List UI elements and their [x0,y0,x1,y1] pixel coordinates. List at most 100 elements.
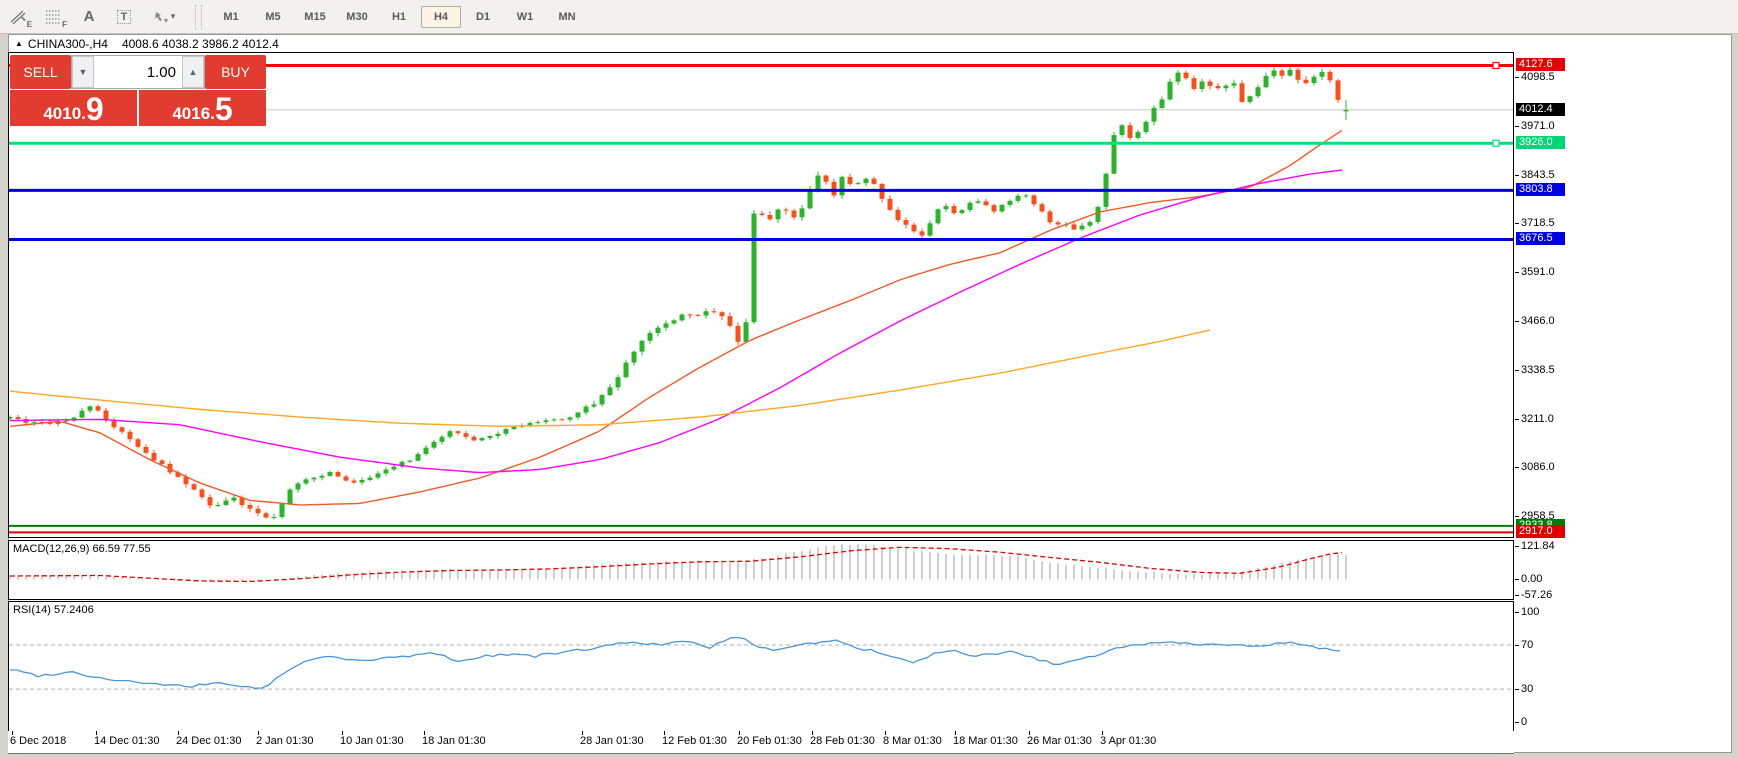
price-tick-3086.0: 3086.0 [1521,461,1555,474]
price-tick-3211.0-mark [1515,418,1519,420]
date-label: 24 Dec 01:30 [176,735,242,747]
chart-title-bar[interactable]: ▲ CHINA300-,H4 4008.6 4038.2 3986.2 4012… [9,35,1509,52]
date-label: 12 Feb 01:30 [662,735,727,747]
timeframe-h1[interactable]: H1 [391,10,407,23]
date-label: 6 Dec 2018 [10,735,67,747]
date-tick-mark [342,731,343,735]
rsi-pane[interactable]: RSI(14) 57.2406 [8,601,1514,732]
timeframe-mn[interactable]: MN [558,10,576,23]
price-axis[interactable]: 4098.5 3971.0 3843.5 3718.5 3591.0 3466.0 3338… [1515,34,1585,539]
price-tick-3591.0-mark [1515,272,1519,274]
price-chart-canvas[interactable] [9,53,1513,537]
sell-button[interactable]: SELL [10,55,71,89]
date-label: 26 Mar 01:30 [1027,735,1092,747]
chart-title-symbol: CHINA300-,H4 [27,36,108,51]
date-tick-mark [178,731,179,735]
date-label: 2 Jan 01:30 [256,735,314,747]
timeframe-m5[interactable]: M5 [265,10,281,23]
price-tick-3971.0: 3971.0 [1521,119,1555,132]
macd-tick-121.84-mark [1515,545,1519,547]
ma-fast-line [9,129,1343,506]
rsi-tick-0-mark [1515,722,1519,724]
macd-tick-0.00: 0.00 [1521,573,1543,586]
price-tick-3718.5: 3718.5 [1521,217,1555,230]
sell-price[interactable]: 4010. 9 [10,90,137,126]
rsi-tick-100: 100 [1521,605,1540,618]
ma-slow-line [9,329,1211,428]
price-tick-3466.0: 3466.0 [1521,314,1555,327]
volume-input[interactable] [94,56,182,88]
date-label: 28 Jan 01:30 [580,735,644,747]
price-tick-3466.0-mark [1515,320,1519,322]
price-tick-3591.0: 3591.0 [1521,266,1555,279]
timeframe-m30[interactable]: M30 [346,10,368,23]
equidistant-channel-icon[interactable]: E [3,3,35,31]
date-tick-mark [96,731,97,735]
chart-title-ohlc: 4008.6 4038.2 3986.2 4012.4 [121,36,279,51]
volume-decrease-button[interactable]: ▼ [72,56,94,88]
date-label: 28 Feb 01:30 [810,735,875,747]
timeframe-w1[interactable]: W1 [516,10,534,23]
macd-chart-canvas[interactable] [9,541,1513,599]
macd-signal-line [10,546,1343,583]
date-label: 8 Mar 01:30 [883,735,942,747]
date-tick-mark [739,731,740,735]
date-tick-mark [1102,731,1103,735]
rsi-tick-100-mark [1515,611,1519,613]
date-tick-mark [812,731,813,735]
macd-pane[interactable]: MACD(12,26,9) 66.59 77.55 [8,540,1514,600]
timeframe-h4[interactable]: H4 [421,5,461,28]
buy-price-main: 4016. [172,104,215,123]
date-tick-mark [664,731,665,735]
arrows-tool-icon[interactable]: ▾ [143,3,185,31]
price-tick-3211.0: 3211.0 [1521,412,1554,425]
date-label: 3 Apr 01:30 [1100,735,1157,747]
date-tick-mark [955,731,956,735]
timeframe-d1[interactable]: D1 [475,10,491,23]
fibonacci-icon[interactable]: F [38,3,70,31]
timeframe-m1[interactable]: M1 [223,10,239,23]
buy-price-pips: 5 [214,91,233,127]
price-pane[interactable] [8,52,1514,538]
price-tick-3086.0-mark [1515,467,1519,469]
one-click-trade-panel: SELL ▼ ▲ BUY 4010.9 4016.5 [10,55,266,126]
timeframe-m15[interactable]: M15 [304,10,326,23]
macd-label: MACD(12,26,9) 66.59 77.55 [13,543,151,555]
buy-price[interactable]: 4016. 5 [139,90,266,126]
candles[interactable] [9,66,1349,520]
date-label: 18 Jan 01:30 [422,735,486,747]
rsi-tick-0: 0 [1521,716,1528,729]
hline-handle [1492,139,1500,147]
collapse-icon[interactable]: ▲ [15,39,23,48]
rsi-tick-70-mark [1515,645,1519,646]
buy-button[interactable]: BUY [205,55,266,89]
rsi-axis[interactable]: 100 70 30 0 [1515,601,1585,732]
date-tick-mark [1029,731,1030,735]
price-tick-3338.5: 3338.5 [1521,363,1555,376]
sell-price-main: 4010. [43,104,86,123]
macd-axis[interactable]: 121.84 0.00 -57.26 [1515,540,1585,600]
date-tick-mark [258,731,259,735]
date-axis[interactable]: 6 Dec 2018 14 Dec 01:30 24 Dec 01:30 2 Jan … [8,731,1514,754]
price-badge-2917.0: 2917.0 [1516,525,1565,539]
rsi-tick-30-mark [1515,689,1519,691]
price-badge-4127.6: 4127.6 [1516,58,1565,72]
dropdown-caret-icon[interactable]: ▾ [170,11,176,21]
price-badge-3676.5: 3676.5 [1516,232,1565,246]
text-tool-icon[interactable]: A [83,8,95,25]
volume-increase-button[interactable]: ▲ [182,56,204,88]
macd-tick-0.00-mark [1515,579,1519,581]
macd-tick--57.26: -57.26 [1521,588,1553,600]
date-label: 14 Dec 01:30 [94,735,160,747]
rsi-chart-canvas[interactable] [9,602,1513,731]
tool-sub-e: E [26,19,32,29]
rsi-label: RSI(14) 57.2406 [13,604,94,616]
rsi-line [9,636,1341,689]
sell-price-pips: 9 [85,91,104,127]
price-tick-3843.5-mark [1515,175,1519,177]
date-tick-mark [12,731,13,735]
price-badge-4012.4: 4012.4 [1516,102,1565,116]
trade-panel-divider [137,90,139,126]
label-tool-icon[interactable]: T [108,3,140,31]
